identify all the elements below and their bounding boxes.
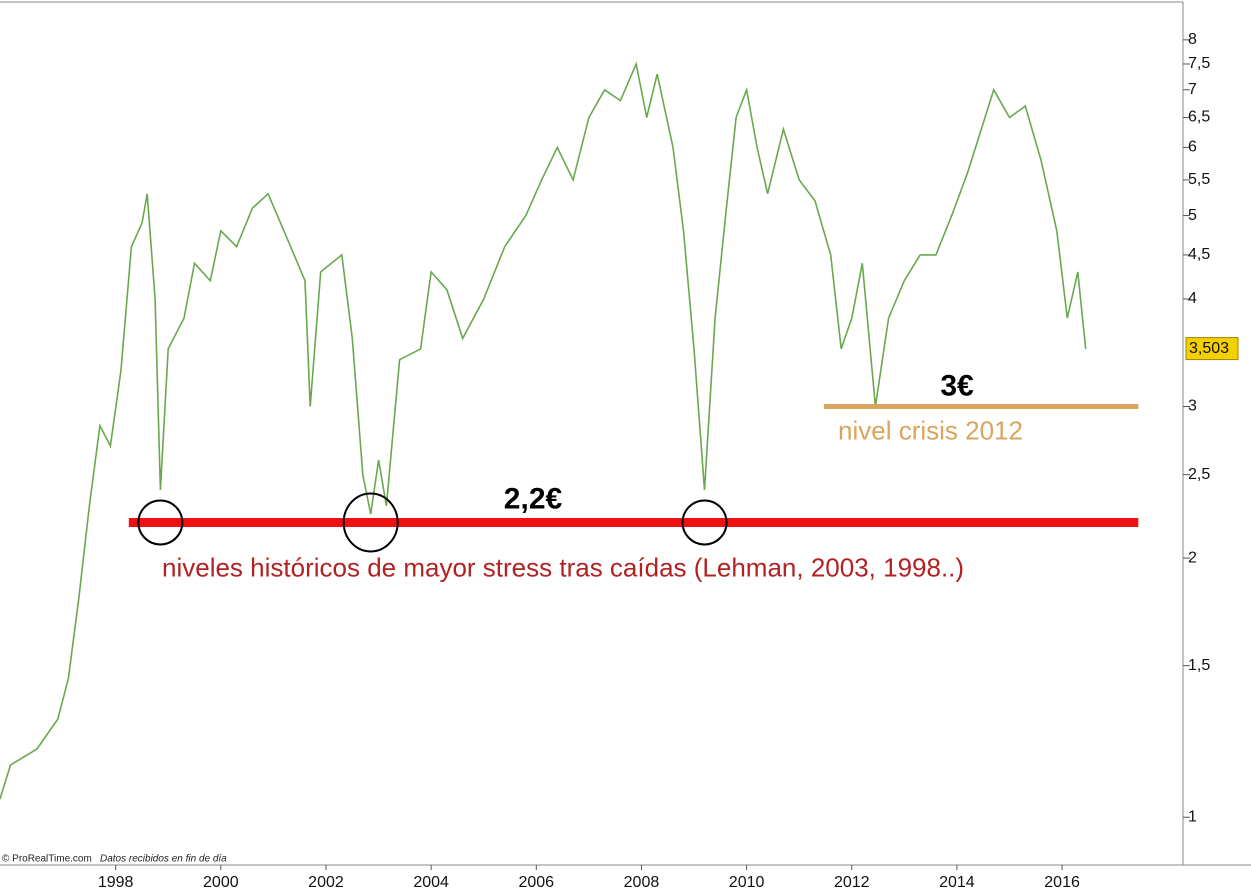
price-line <box>0 61 1087 800</box>
y-tick-label: 4 <box>1188 290 1197 307</box>
y-tick-label: 7,5 <box>1188 55 1210 72</box>
x-tick-label: 2012 <box>834 874 870 891</box>
y-tick-label: 1,5 <box>1188 657 1210 674</box>
x-tick-label: 2000 <box>203 874 239 891</box>
y-tick-label: 5,5 <box>1188 171 1210 188</box>
footer-source: © ProRealTime.com <box>2 854 92 865</box>
y-tick-label: 4,5 <box>1188 246 1210 263</box>
y-tick-label: 2 <box>1188 549 1197 566</box>
last-value-label: 3,503 <box>1189 340 1229 357</box>
y-tick-label: 3 <box>1188 398 1197 415</box>
x-tick-label: 2008 <box>624 874 660 891</box>
x-tick-label: 2004 <box>413 874 449 891</box>
y-tick-label: 6,5 <box>1188 109 1210 126</box>
highlight-circle <box>137 499 184 546</box>
last-value-box <box>1185 337 1239 361</box>
highlight-circle <box>681 499 728 546</box>
x-tick-label: 2006 <box>518 874 554 891</box>
highlight-circle <box>342 492 399 553</box>
footer-note: Datos recibidos en fin de día <box>100 854 227 865</box>
x-tick-label: 1998 <box>98 874 134 891</box>
level-caption: niveles históricos de mayor stress tras … <box>162 552 964 582</box>
x-tick-label: 2016 <box>1044 874 1080 891</box>
y-tick-label: 6 <box>1188 139 1197 156</box>
y-tick-label: 7 <box>1188 81 1197 98</box>
x-tick-label: 2010 <box>729 874 765 891</box>
y-tick-label: 8 <box>1188 31 1197 48</box>
level-caption: nivel crisis 2012 <box>838 415 1023 445</box>
y-tick-label: 5 <box>1188 207 1197 224</box>
x-tick-label: 2002 <box>308 874 344 891</box>
y-tick-label: 1 <box>1188 808 1197 825</box>
y-tick-label: 2,5 <box>1188 466 1210 483</box>
x-tick-label: 2014 <box>939 874 975 891</box>
level-label: 3€ <box>940 369 974 402</box>
level-label: 2,2€ <box>504 482 563 515</box>
